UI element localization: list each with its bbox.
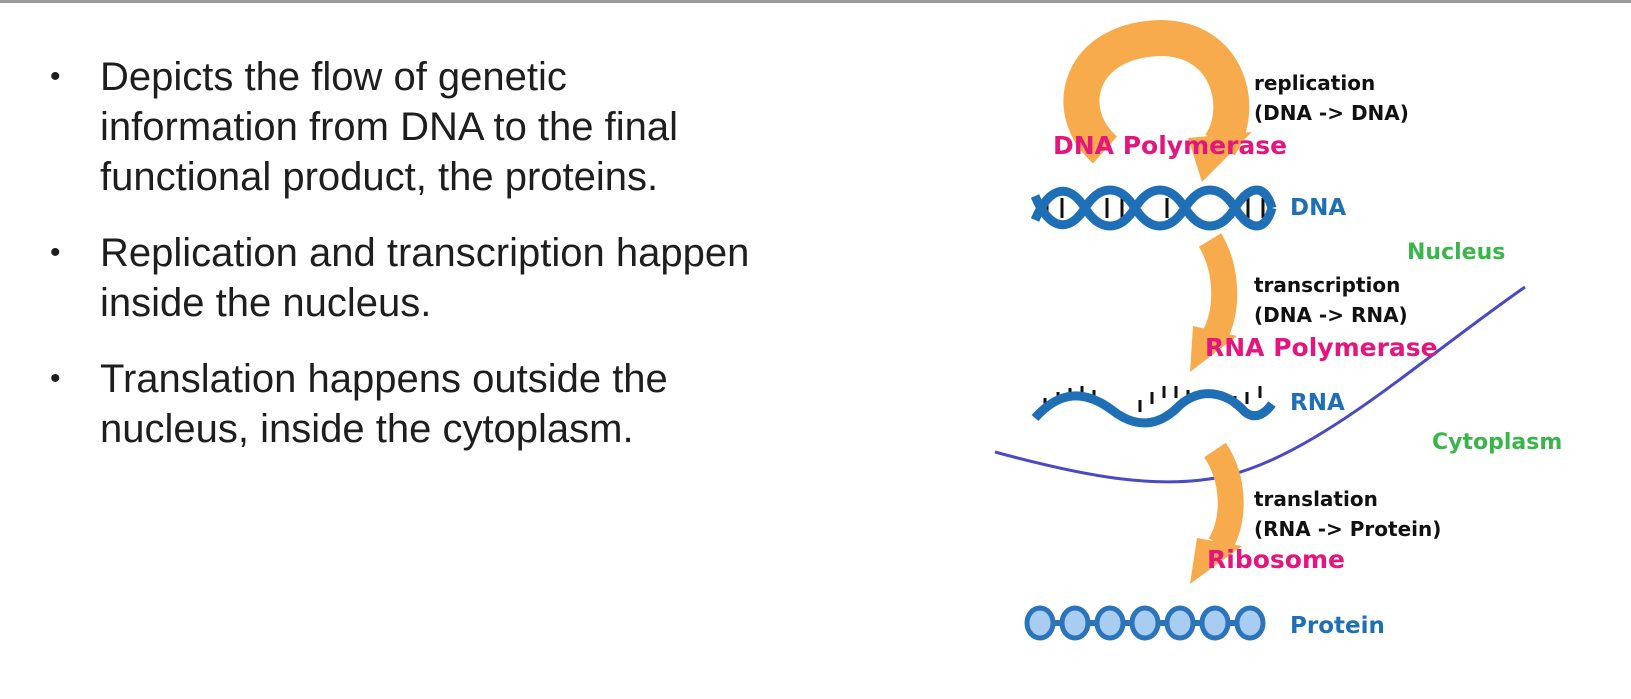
rna-label: RNA xyxy=(1290,390,1345,416)
bullet-line: inside the nucleus. xyxy=(100,281,432,325)
dna-polymerase-label: DNA Polymerase xyxy=(1053,131,1287,160)
bullet-marker: • xyxy=(50,236,61,269)
rna-strand-icon xyxy=(1031,386,1276,428)
nucleus-label: Nucleus xyxy=(1407,240,1505,265)
translation-arrow xyxy=(1190,442,1244,584)
protein-bead xyxy=(1094,605,1126,641)
replication-arrow xyxy=(1063,19,1252,182)
translation-detail: (RNA -> Protein) xyxy=(1254,517,1441,541)
ribosome-label: Ribosome xyxy=(1207,545,1345,574)
transcription-detail: (DNA -> RNA) xyxy=(1254,303,1408,327)
protein-bead xyxy=(1234,605,1266,641)
transcription-arrow xyxy=(1190,233,1238,372)
top-rule xyxy=(0,0,1631,3)
replication-label: replication xyxy=(1254,71,1375,95)
rna-polymerase-label: RNA Polymerase xyxy=(1205,333,1438,362)
bullet-line: functional product, the proteins. xyxy=(100,155,659,199)
dna-helix-icon xyxy=(1030,185,1277,231)
protein-label: Protein xyxy=(1290,613,1385,639)
protein-bead xyxy=(1129,605,1161,641)
bullet-list: • Depicts the flow of genetic informatio… xyxy=(48,52,868,480)
cytoplasm-label: Cytoplasm xyxy=(1432,430,1562,455)
bullet-marker: • xyxy=(50,362,61,395)
transcription-label: transcription xyxy=(1254,273,1400,297)
bullet-line: Depicts the flow of genetic xyxy=(100,55,567,99)
replication-detail: (DNA -> DNA) xyxy=(1254,101,1409,125)
bullet-item-flow: • Depicts the flow of genetic informatio… xyxy=(48,52,868,202)
protein-bead xyxy=(1024,605,1056,641)
protein-chain-icon xyxy=(1024,605,1266,641)
bullet-line: Translation happens outside the xyxy=(100,357,668,401)
bullet-line: nucleus, inside the cytoplasm. xyxy=(100,407,634,451)
translation-label: translation xyxy=(1254,487,1378,511)
protein-bead xyxy=(1164,605,1196,641)
bullet-item-nucleus: • Replication and transcription happen i… xyxy=(48,228,868,328)
protein-bead xyxy=(1199,605,1231,641)
bullet-line: Replication and transcription happen xyxy=(100,231,750,275)
bullet-line: information from DNA to the final xyxy=(100,105,679,149)
bullet-marker: • xyxy=(50,60,61,93)
bullet-item-cytoplasm: • Translation happens outside the nucleu… xyxy=(48,354,868,454)
dna-label: DNA xyxy=(1290,195,1346,221)
protein-bead xyxy=(1059,605,1091,641)
